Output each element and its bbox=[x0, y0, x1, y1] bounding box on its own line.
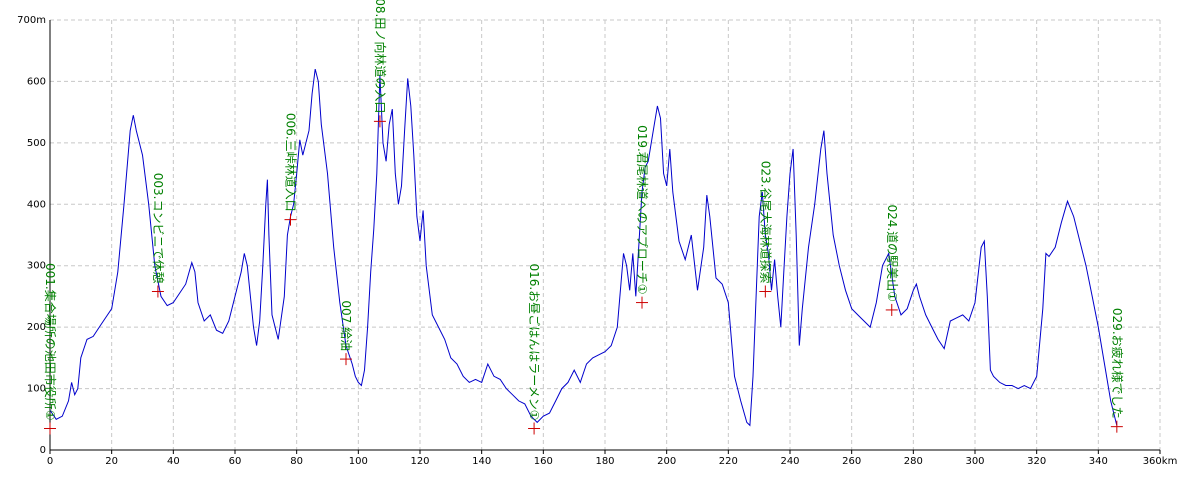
x-tick-label: 160 bbox=[534, 456, 553, 467]
y-tick-label: 500 bbox=[27, 138, 46, 149]
x-tick-label: 360km bbox=[1143, 456, 1178, 467]
waypoint: 003.コンビニで休憩 bbox=[151, 173, 166, 298]
waypoint-label: 006.三峠林道入口 bbox=[284, 113, 299, 212]
y-tick-label: 200 bbox=[27, 322, 46, 333]
x-tick-label: 260 bbox=[842, 456, 861, 467]
x-tick-label: 320 bbox=[1027, 456, 1046, 467]
y-tick-label: 100 bbox=[27, 384, 46, 395]
x-tick-label: 300 bbox=[965, 456, 984, 467]
x-tick-label: 20 bbox=[105, 456, 118, 467]
x-tick-label: 100 bbox=[349, 456, 368, 467]
waypoint: 007.給油 bbox=[339, 300, 353, 366]
waypoint-label: 019.君尾林道へのアプローチ① bbox=[635, 125, 649, 294]
waypoint: 008.田ノ向林道の入口 bbox=[373, 0, 388, 128]
x-tick-label: 200 bbox=[657, 456, 676, 467]
x-tick-label: 280 bbox=[904, 456, 923, 467]
waypoint-label: 029.お疲れ様でした bbox=[1110, 308, 1125, 419]
x-tick-label: 180 bbox=[595, 456, 614, 467]
waypoint: 029.お疲れ様でした bbox=[1110, 308, 1125, 433]
waypoint: 019.君尾林道へのアプローチ① bbox=[635, 125, 649, 309]
x-tick-label: 40 bbox=[167, 456, 180, 467]
waypoint-label: 007.給油 bbox=[339, 300, 353, 351]
y-tick-label: 700m bbox=[17, 15, 46, 26]
waypoint-label: 001.集合場所の池田市役所① bbox=[43, 263, 58, 420]
y-tick-label: 400 bbox=[27, 199, 46, 210]
waypoint: 001.集合場所の池田市役所① bbox=[43, 263, 58, 435]
waypoint-label: 008.田ノ向林道の入口 bbox=[373, 0, 388, 113]
x-tick-label: 80 bbox=[290, 456, 303, 467]
waypoint: 024.道の駅美山① bbox=[885, 204, 899, 316]
waypoint-label: 024.道の駅美山① bbox=[885, 204, 899, 301]
waypoint: 016.お昼ごはんはラーメン① bbox=[527, 264, 542, 435]
x-tick-label: 140 bbox=[472, 456, 491, 467]
waypoint: 006.三峠林道入口 bbox=[284, 113, 299, 226]
x-tick-label: 60 bbox=[229, 456, 242, 467]
x-tick-label: 0 bbox=[47, 456, 53, 467]
y-tick-label: 0 bbox=[40, 445, 46, 456]
waypoint-label: 003.コンビニで休憩 bbox=[151, 173, 166, 284]
x-tick-label: 120 bbox=[410, 456, 429, 467]
y-tick-label: 300 bbox=[27, 261, 46, 272]
waypoint: 023.谷尾大海林道探索 bbox=[758, 161, 773, 298]
x-tick-label: 240 bbox=[780, 456, 799, 467]
waypoint-label: 023.谷尾大海林道探索 bbox=[758, 161, 773, 284]
elevation-line bbox=[49, 68, 1118, 427]
x-tick-label: 220 bbox=[719, 456, 738, 467]
x-tick-label: 340 bbox=[1089, 456, 1108, 467]
y-tick-label: 600 bbox=[27, 76, 46, 87]
waypoint-label: 016.お昼ごはんはラーメン① bbox=[527, 264, 542, 421]
